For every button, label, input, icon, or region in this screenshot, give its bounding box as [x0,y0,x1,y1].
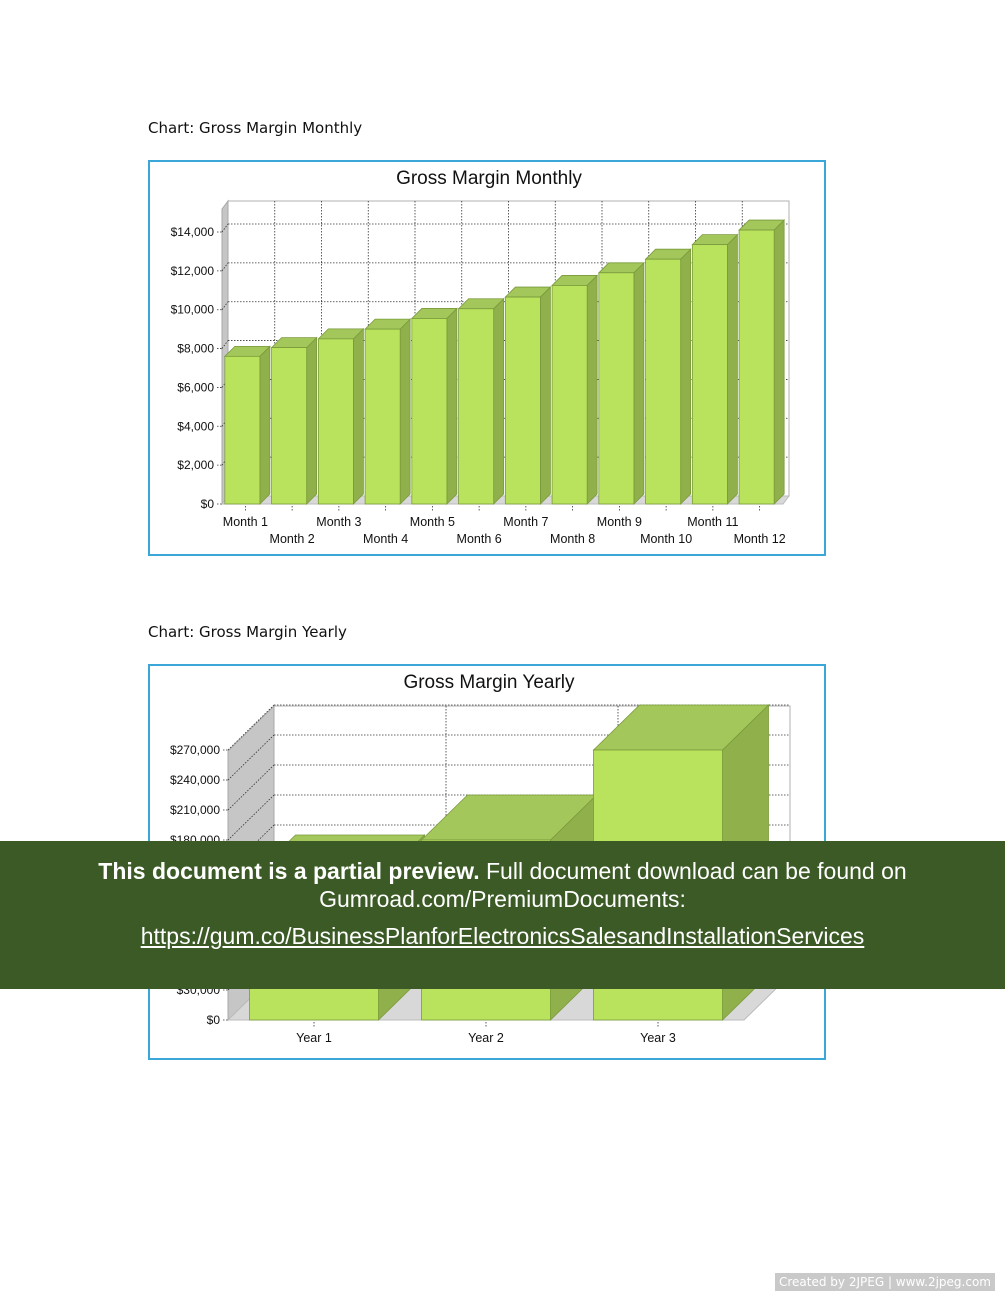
bar-side [773,219,785,505]
y-tick-label: $12,000 [171,264,215,278]
bar-side [680,248,692,505]
bar-side [446,307,458,505]
x-tick-label: Month 7 [503,515,548,529]
x-tick-label: Month 10 [640,532,692,546]
bar-side [259,345,271,505]
yearly-chart-caption: Chart: Gross Margin Yearly [148,623,347,641]
bar-side [399,318,411,505]
bar [364,328,401,505]
preview-banner: This document is a partial preview. Full… [0,841,1005,989]
bar [317,338,354,505]
y-tick-label: $0 [201,497,215,511]
x-tick-label: Month 8 [550,532,595,546]
y-tick-label: $2,000 [177,458,214,472]
banner-text: Full document download can be found on G… [319,858,907,912]
x-tick-label: Year 1 [296,1031,332,1045]
y-tick-label: $8,000 [177,342,214,356]
monthly-chart-caption: Chart: Gross Margin Monthly [148,119,363,137]
bar [224,355,261,505]
bar-side [633,261,645,505]
bar-side [586,274,598,505]
x-tick-label: Month 12 [734,532,786,546]
x-tick-label: Month 11 [687,515,738,529]
footer-watermark: Created by 2JPEG | www.2jpeg.com [775,1273,995,1291]
bar [598,272,635,505]
x-tick-label: Month 6 [457,532,502,546]
banner-bold-text: This document is a partial preview. [98,858,480,884]
bar-side [353,327,364,505]
banner-message: This document is a partial preview. Full… [0,857,1005,913]
y-tick-label: $10,000 [171,303,215,317]
x-tick-label: Month 9 [597,515,642,529]
y-tick-label: $14,000 [171,225,215,239]
chart-title: Gross Margin Yearly [403,672,575,693]
bar [411,318,448,505]
bar [738,229,775,505]
x-tick-label: Month 5 [410,515,455,529]
x-tick-label: Year 2 [468,1031,504,1045]
bar [504,296,541,505]
bar-side [493,297,505,505]
bar [551,285,588,505]
y-tick-label: $210,000 [170,803,220,817]
bar [458,308,495,505]
y-tick-label: $6,000 [177,380,214,394]
monthly-chart: Gross Margin Monthly $0 $2,000 $4,000 $6,000… [148,160,826,556]
download-link[interactable]: https://gum.co/BusinessPlanforElectronic… [140,923,865,949]
x-tick-label: Month 2 [270,532,315,546]
bar-side [306,336,318,505]
y-tick-label: $240,000 [170,773,220,787]
x-tick-label: Month 4 [363,532,408,546]
bar [691,244,728,505]
x-tick-label: Month 1 [223,515,268,529]
chart-title: Gross Margin Monthly [396,168,582,189]
bar [645,258,682,505]
bar [271,347,308,505]
x-tick-label: Month 3 [316,515,361,529]
bar-side [727,233,738,505]
monthly-chart-svg: Gross Margin Monthly $0 $2,000 $4,000 $6,000… [171,168,790,546]
y-tick-label: $0 [207,1013,221,1027]
y-tick-label: $4,000 [177,419,214,433]
y-tick-label: $270,000 [170,743,220,757]
x-tick-label: Year 3 [640,1031,676,1045]
bar-side [540,286,551,505]
